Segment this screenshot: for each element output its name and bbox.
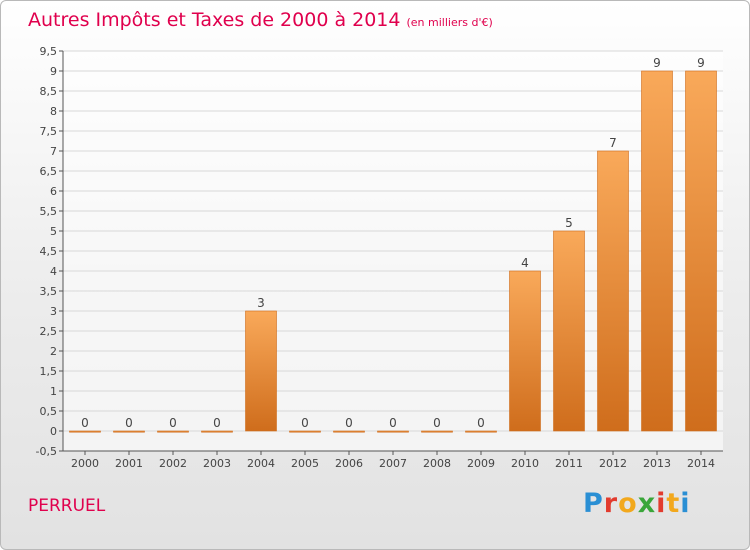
x-tick-label: 2004 bbox=[247, 457, 275, 470]
bar bbox=[69, 430, 101, 433]
data-label: 0 bbox=[389, 416, 397, 430]
logo-letter: t bbox=[666, 488, 681, 519]
y-tick-label: 5,5 bbox=[40, 205, 58, 218]
logo-letter: o bbox=[618, 488, 638, 519]
x-tick-label: 2014 bbox=[687, 457, 715, 470]
y-tick-label: 6,5 bbox=[40, 165, 58, 178]
y-tick-label: 7,5 bbox=[40, 125, 58, 138]
data-label: 5 bbox=[565, 216, 573, 230]
bar bbox=[509, 270, 541, 432]
y-tick-label: 1 bbox=[50, 385, 57, 398]
y-tick-label: 3 bbox=[50, 305, 57, 318]
data-label: 0 bbox=[125, 416, 133, 430]
title-unit: (en milliers d'€) bbox=[406, 16, 493, 29]
x-tick-label: 2012 bbox=[599, 457, 627, 470]
y-tick-label: 6 bbox=[50, 185, 57, 198]
y-tick-label: 8,5 bbox=[40, 85, 58, 98]
bar bbox=[597, 150, 629, 432]
bar bbox=[421, 430, 453, 433]
y-tick-label: 9,5 bbox=[40, 45, 58, 58]
logo-letter: r bbox=[603, 488, 619, 519]
x-tick-label: 2013 bbox=[643, 457, 671, 470]
bar bbox=[289, 430, 321, 433]
chart-title: Autres Impôts et Taxes de 2000 à 2014 (en… bbox=[28, 9, 493, 31]
logo-letter: P bbox=[583, 488, 604, 519]
data-label: 0 bbox=[301, 416, 309, 430]
data-label: 0 bbox=[345, 416, 353, 430]
commune-name: PERRUEL bbox=[28, 496, 106, 516]
logo-letter: x bbox=[637, 488, 657, 519]
y-tick-label: 3,5 bbox=[40, 285, 58, 298]
bar bbox=[641, 70, 673, 432]
data-label: 0 bbox=[433, 416, 441, 430]
x-tick-label: 2005 bbox=[291, 457, 319, 470]
logo-letter: i bbox=[656, 488, 667, 519]
bar bbox=[113, 430, 145, 433]
y-tick-label: 7 bbox=[50, 145, 57, 158]
y-tick-label: 4 bbox=[50, 265, 57, 278]
data-label: 0 bbox=[169, 416, 177, 430]
y-tick-label: 9 bbox=[50, 65, 57, 78]
y-tick-label: 4,5 bbox=[40, 245, 58, 258]
x-tick-label: 2002 bbox=[159, 457, 187, 470]
y-tick-label: 0 bbox=[50, 425, 57, 438]
data-label: 7 bbox=[609, 136, 617, 150]
bar bbox=[377, 430, 409, 433]
y-tick-label: 0,5 bbox=[40, 405, 58, 418]
logo-letter: i bbox=[680, 488, 691, 519]
data-label: 0 bbox=[477, 416, 485, 430]
data-label: 0 bbox=[213, 416, 221, 430]
data-label: 3 bbox=[257, 296, 265, 310]
bar bbox=[333, 430, 365, 433]
y-tick-label: -0,5 bbox=[36, 445, 57, 458]
title-text: Autres Impôts et Taxes de 2000 à 2014 bbox=[28, 9, 401, 31]
x-tick-label: 2008 bbox=[423, 457, 451, 470]
bar bbox=[465, 430, 497, 433]
x-tick-label: 2001 bbox=[115, 457, 143, 470]
y-tick-label: 5 bbox=[50, 225, 57, 238]
y-tick-label: 8 bbox=[50, 105, 57, 118]
data-label: 9 bbox=[653, 56, 661, 70]
y-tick-label: 1,5 bbox=[40, 365, 58, 378]
x-tick-label: 2011 bbox=[555, 457, 583, 470]
bar bbox=[685, 70, 717, 432]
x-tick-label: 2009 bbox=[467, 457, 495, 470]
data-label: 4 bbox=[521, 256, 529, 270]
x-tick-label: 2003 bbox=[203, 457, 231, 470]
x-tick-label: 2006 bbox=[335, 457, 363, 470]
bar bbox=[553, 230, 585, 432]
x-tick-label: 2010 bbox=[511, 457, 539, 470]
proxiti-logo: Proxiti bbox=[583, 488, 691, 519]
bar bbox=[201, 430, 233, 433]
x-tick-label: 2007 bbox=[379, 457, 407, 470]
data-label: 9 bbox=[697, 56, 705, 70]
bar bbox=[157, 430, 189, 433]
bar bbox=[245, 310, 277, 432]
data-label: 0 bbox=[81, 416, 89, 430]
x-tick-label: 2000 bbox=[71, 457, 99, 470]
y-tick-label: 2,5 bbox=[40, 325, 58, 338]
y-tick-label: 2 bbox=[50, 345, 57, 358]
